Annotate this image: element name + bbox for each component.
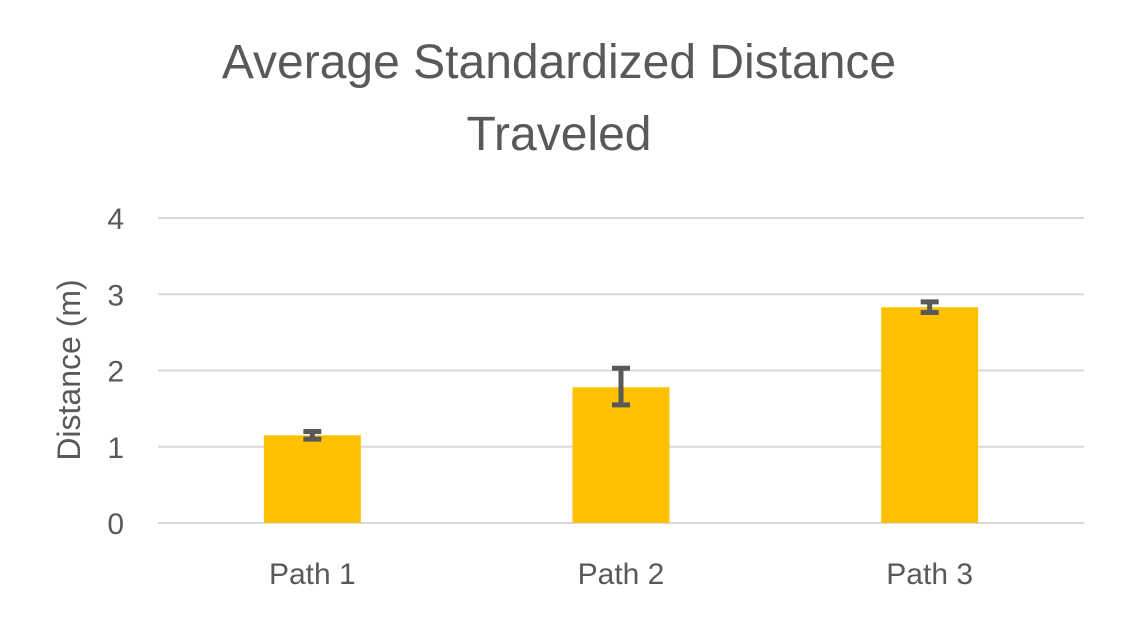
chart-title-line-2: Traveled — [467, 108, 652, 161]
x-tick-label: Path 2 — [578, 558, 665, 591]
error-bars — [303, 299, 939, 442]
x-tick-labels: Path 1 Path 2 Path 3 — [269, 558, 973, 591]
bars — [263, 307, 979, 523]
bar — [572, 387, 670, 523]
y-axis-label: Distance (m) — [51, 279, 87, 460]
y-tick-label: 2 — [107, 356, 124, 389]
x-tick-label: Path 3 — [886, 558, 973, 591]
y-tick-label: 3 — [107, 279, 124, 312]
y-tick-label: 1 — [107, 432, 124, 465]
chart-title-line-1: Average Standardized Distance — [222, 36, 896, 89]
y-tick-label: 0 — [107, 508, 124, 541]
x-tick-label: Path 1 — [269, 558, 356, 591]
bar — [263, 435, 361, 523]
y-tick-label: 4 — [107, 203, 124, 236]
bar — [881, 307, 979, 523]
y-tick-labels: 0 1 2 3 4 — [107, 203, 124, 541]
